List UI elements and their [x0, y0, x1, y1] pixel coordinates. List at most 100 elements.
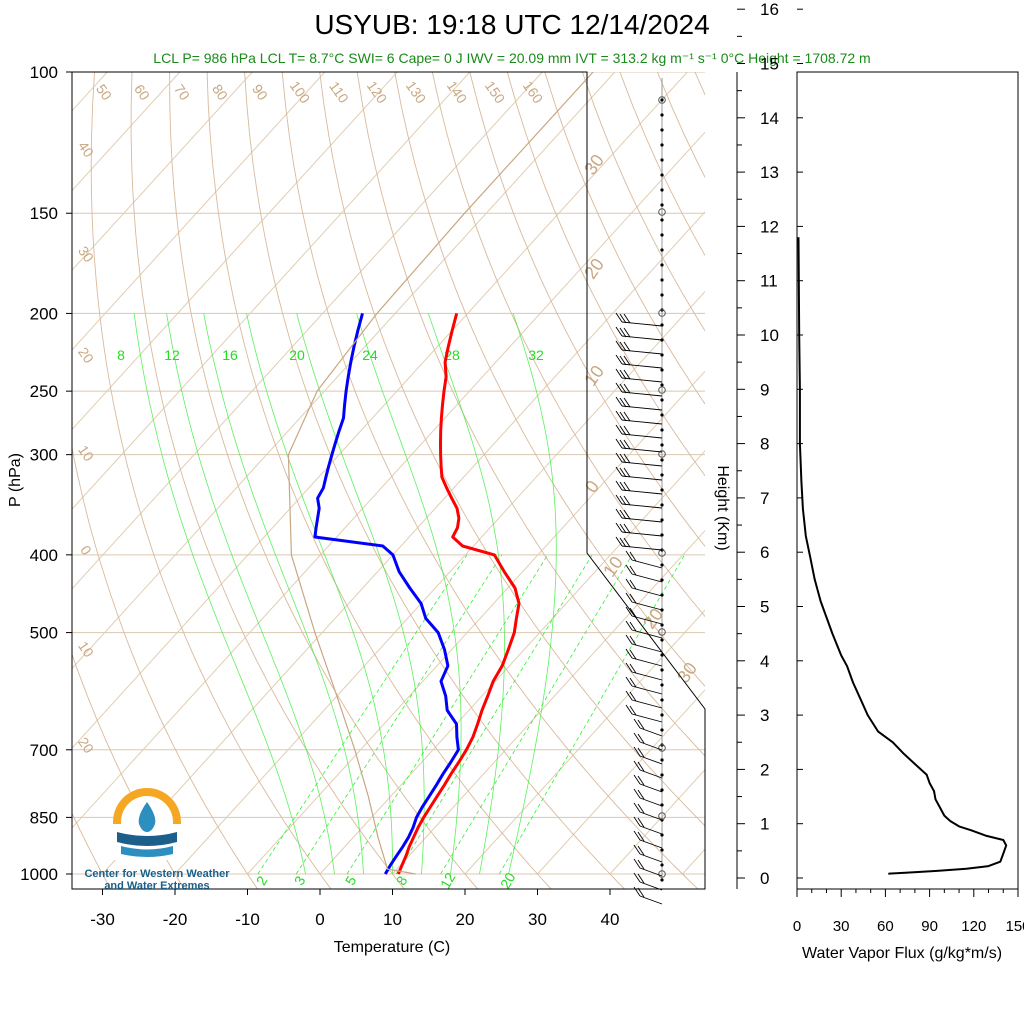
- barb-dot: [660, 383, 664, 387]
- barb-dot: [660, 713, 664, 717]
- height-tick-label: 7: [760, 489, 769, 508]
- wind-barb-shaft: [639, 797, 663, 807]
- wind-barb-flag: [619, 341, 627, 352]
- wind-barb-shaft: [631, 587, 663, 597]
- isotherm-line: [464, 609, 705, 875]
- barb-dot: [660, 518, 664, 522]
- wind-barb-flag: [623, 467, 631, 478]
- temperature-tick-label: 20: [456, 910, 475, 929]
- dry-adiabat-line: [72, 652, 185, 889]
- wind-barb-shaft: [621, 377, 663, 383]
- dry-adiabat-line: [356, 72, 705, 757]
- wv-tick-label: 30: [833, 918, 850, 935]
- wind-barb-flag: [637, 789, 645, 800]
- barb-dot: [660, 98, 664, 102]
- wind-barb-flag: [629, 663, 637, 674]
- wind-barb-flag: [615, 424, 623, 435]
- dry-adiabat-line: [506, 72, 705, 477]
- mixing-ratio-line: [295, 554, 503, 875]
- isotherm-line: [72, 72, 688, 749]
- wind-barb-flag: [623, 383, 631, 394]
- wind-barb-shaft: [621, 419, 663, 425]
- wind-barb-flag: [623, 327, 631, 338]
- barb-dot: [660, 683, 664, 687]
- wind-barb-shaft: [639, 853, 663, 863]
- wind-barb-flag: [637, 803, 645, 814]
- wind-barb-flag: [619, 509, 627, 520]
- wind-barb-shaft: [621, 447, 663, 453]
- wind-barb-flag: [615, 452, 623, 463]
- background-line-labels: 50 60 70 80 90 100 110 120 130 140 150 160403020100…: [75, 78, 701, 891]
- moist-adiabat-line: [203, 313, 364, 875]
- calm-circle: [658, 386, 666, 394]
- dry-adiabat-line: [281, 72, 699, 889]
- temperature-tick-label: 30: [528, 910, 547, 929]
- height-tick-label: 12: [760, 217, 779, 236]
- moist-adiabat-line: [133, 313, 306, 875]
- wind-barb-flag: [623, 411, 631, 422]
- dry-adiabat-line: [90, 72, 332, 889]
- wind-barb-flag: [637, 873, 645, 884]
- dry-adiabat-line: [130, 72, 405, 889]
- barb-dot: [660, 773, 664, 777]
- wind-barb-shaft: [631, 699, 663, 709]
- background-line-label: 20: [497, 870, 519, 892]
- wind-barb-flag: [615, 368, 623, 379]
- isotherm-line: [682, 848, 705, 875]
- wind-barb-flag: [633, 830, 641, 841]
- wind-barb-flag: [633, 816, 641, 827]
- wv-flux-ticks: 0 30 60 90 120 150: [793, 889, 1024, 935]
- wind-barb-flag: [637, 845, 645, 856]
- wind-barb-flag: [637, 859, 645, 870]
- wind-barb-flag: [629, 677, 637, 688]
- height-tick-label: 16: [760, 0, 779, 19]
- wv-flux-xlabel: Water Vapor Flux (g/kg*m/s): [802, 945, 1002, 962]
- wind-barb-flag: [615, 410, 623, 421]
- barb-dot: [660, 503, 664, 507]
- calm-circle: [658, 96, 666, 104]
- background-line-label: 3: [291, 873, 309, 888]
- barb-dot: [660, 728, 664, 732]
- moist-adiabat-line: [427, 313, 505, 875]
- wind-barb-shaft: [621, 321, 663, 327]
- wind-barb-flag: [623, 397, 631, 408]
- dry-adiabat-line: [169, 72, 479, 889]
- wind-barb-flag: [633, 844, 641, 855]
- logo-drop-icon: [138, 802, 156, 832]
- temperature-tick-label: -30: [90, 910, 115, 929]
- wind-barb-flag: [623, 523, 631, 534]
- barb-dot: [660, 173, 664, 177]
- moist-adiabat-line: [356, 313, 462, 875]
- pressure-tick-label: 850: [30, 808, 58, 827]
- background-line-label: 120: [364, 78, 391, 106]
- wind-barb-flag: [629, 593, 637, 604]
- wind-barb-flag: [633, 788, 641, 799]
- wind-barb-flag: [629, 635, 637, 646]
- logo-water-icon: [117, 832, 177, 846]
- wind-barb-flag: [615, 438, 623, 449]
- wind-barb-flag: [623, 481, 631, 492]
- background-line-label: 0: [77, 542, 95, 558]
- temperature-tick-label: 40: [601, 910, 620, 929]
- pressure-ticks: 100 150 200 250 300 400 500 700 850 1000: [20, 63, 72, 884]
- wind-barb-flag: [619, 355, 627, 366]
- moist-adiabat-line: [246, 313, 393, 874]
- wind-barb-flag: [615, 340, 623, 351]
- dry-adiabat-line: [72, 445, 259, 889]
- isotherm-line: [72, 131, 705, 829]
- wind-barb-flag: [615, 326, 623, 337]
- isobar-lines: [72, 72, 705, 875]
- wind-barb-flag: [625, 690, 633, 701]
- wind-barb-flag: [633, 718, 641, 729]
- height-tick-label: 14: [760, 109, 779, 128]
- wind-barb-shaft: [621, 503, 663, 509]
- wind-barb-flag: [619, 383, 627, 394]
- wind-barb-flag: [637, 733, 645, 744]
- barb-dot: [660, 218, 664, 222]
- barb-dot: [660, 158, 664, 162]
- isotherm-line: [72, 72, 181, 192]
- background-line-label: 8: [393, 873, 411, 888]
- wind-barb-flag: [637, 761, 645, 772]
- wind-barb-flag: [623, 509, 631, 520]
